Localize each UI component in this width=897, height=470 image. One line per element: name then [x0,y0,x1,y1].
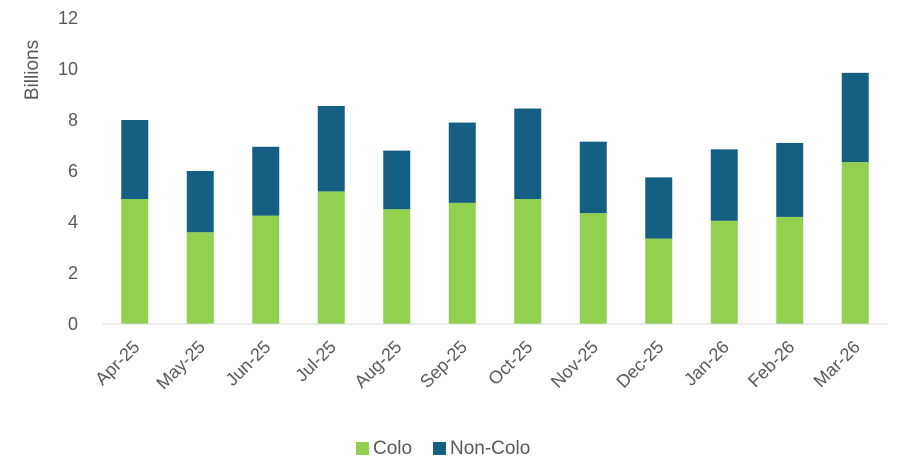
bar-colo-oct-25 [514,199,542,324]
bar-colo-nov-25 [579,213,607,324]
bar-non-colo-jun-25 [252,146,280,216]
x-tick-label: May-25 [152,337,209,394]
legend-swatch-non-colo [433,442,446,455]
x-tick-label: Feb-26 [744,337,798,391]
legend-label: Colo [373,438,412,459]
bar-non-colo-sep-25 [448,122,476,203]
bar-series [121,72,869,324]
y-tick-label: 2 [68,263,78,283]
x-tick-label: Aug-25 [350,337,405,392]
legend-label: Non-Colo [450,438,530,459]
x-tick-label: Jun-25 [222,337,275,390]
y-tick-label: 12 [58,8,78,28]
bar-non-colo-aug-25 [383,150,411,210]
y-tick-label: 10 [58,59,78,79]
x-tick-label: Dec-25 [612,337,667,392]
bar-non-colo-nov-25 [579,141,607,214]
legend: Colo Non-Colo [356,438,530,459]
x-tick-label: Jan-26 [680,337,733,390]
x-tick-label: Oct-25 [484,337,536,389]
bar-colo-dec-25 [645,238,673,324]
x-tick-label: Apr-25 [91,337,143,389]
bar-colo-jun-25 [252,215,280,324]
bar-non-colo-apr-25 [121,120,149,200]
bar-colo-mar-26 [841,162,869,324]
bar-non-colo-jul-25 [317,105,345,192]
bar-non-colo-feb-26 [776,142,804,217]
y-tick-label: 8 [68,110,78,130]
y-tick-label: 0 [68,314,78,334]
bar-colo-aug-25 [383,209,411,324]
x-tick-label: Mar-26 [810,337,864,391]
x-tick-label: Sep-25 [416,337,471,392]
bar-non-colo-jan-26 [710,149,738,221]
legend-swatch-colo [356,442,369,455]
bar-colo-jul-25 [317,191,345,324]
bar-colo-apr-25 [121,199,149,324]
y-axis-label: Billions [22,40,43,100]
y-tick-label: 4 [68,212,78,232]
bar-colo-sep-25 [448,202,476,324]
bar-colo-jan-26 [710,220,738,324]
y-tick-label: 6 [68,161,78,181]
bar-non-colo-dec-25 [645,177,673,239]
bar-colo-may-25 [186,232,214,324]
bar-non-colo-may-25 [186,171,214,233]
y-axis-ticks: 0 2 4 6 8 10 12 [58,8,78,334]
x-axis-ticks: Apr-25 May-25 Jun-25 Jul-25 Aug-25 Sep-25 Oct-… [91,337,864,394]
bar-non-colo-oct-25 [514,108,542,200]
x-tick-label: Nov-25 [547,337,602,392]
x-tick-label: Jul-25 [291,337,340,386]
bar-colo-feb-26 [776,216,804,324]
bar-non-colo-mar-26 [841,72,869,163]
